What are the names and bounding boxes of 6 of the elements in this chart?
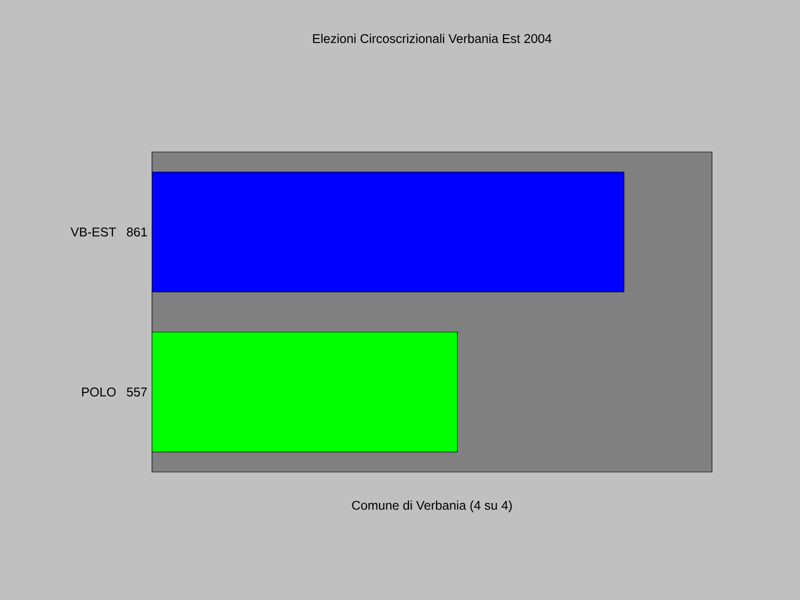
chart-title: Elezioni Circoscrizionali Verbania Est 2004 bbox=[313, 34, 552, 44]
x-axis-title: Comune di Verbania (4 su 4) bbox=[352, 500, 512, 512]
data-label: 557 bbox=[126, 388, 147, 396]
data-label: 861 bbox=[126, 228, 147, 236]
y-tick-label: VB-EST bbox=[70, 228, 116, 236]
y-tick-label: POLO bbox=[82, 388, 116, 396]
